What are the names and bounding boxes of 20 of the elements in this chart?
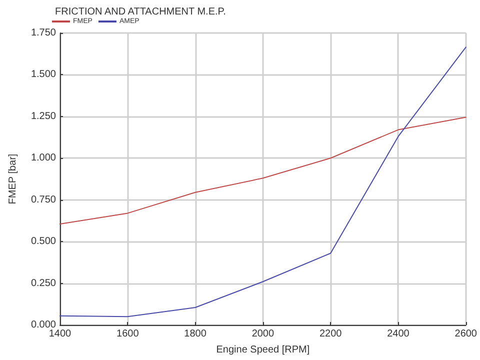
y-tick-label: 1.000 (30, 152, 56, 164)
x-tick-label: 2000 (252, 328, 274, 340)
x-tick-label: 2200 (319, 328, 342, 340)
line-series (60, 46, 466, 318)
x-tick-label: 1600 (116, 328, 140, 340)
y-tick-label: 0.500 (30, 236, 56, 248)
line-series (60, 116, 466, 225)
x-tick-label: 2600 (454, 328, 478, 340)
chart-title: FRICTION AND ATTACHMENT M.E.P. (55, 6, 226, 18)
x-tick-label: 1800 (184, 328, 207, 340)
x-tick-label: 2400 (387, 328, 410, 340)
y-tick-label: 1.750 (30, 28, 56, 38)
x-tick-label: 1400 (48, 328, 72, 340)
y-axis-title: FMEP [bar] (8, 154, 18, 204)
y-tick-label: 0.000 (30, 320, 56, 330)
y-tick-label: 1.250 (30, 110, 56, 122)
y-tick-label: 0.750 (30, 194, 56, 206)
x-axis-title: Engine Speed [RPM] (216, 344, 310, 356)
y-tick-label: 1.500 (30, 69, 56, 80)
y-tick-label: 0.250 (30, 278, 56, 289)
